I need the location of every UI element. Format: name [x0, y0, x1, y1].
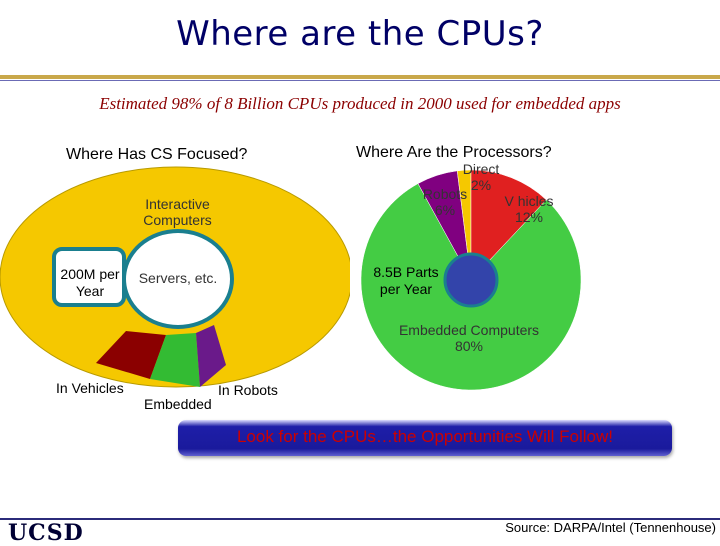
subtitle: Estimated 98% of 8 Billion CPUs produced…	[99, 94, 621, 113]
pie-label-robots: Robots 6%	[422, 186, 468, 218]
vehicles-slice	[96, 331, 166, 379]
pie-center-label: 8.5B Parts per Year	[373, 264, 439, 297]
interactive-label: Interactive Computers	[143, 196, 212, 228]
page-title: Where are the CPUs?	[176, 14, 544, 54]
robots-slice	[196, 325, 226, 387]
robots-label: In Robots	[218, 382, 278, 398]
processors-pie-chart	[360, 169, 582, 390]
embedded-label: Embedded	[144, 396, 212, 412]
pie-label-direct: Direct 2%	[462, 161, 500, 193]
chart-title: Where Are the Processors?	[356, 144, 552, 161]
pie-center-ball	[443, 252, 499, 308]
vehicles-label: In Vehicles	[56, 380, 124, 396]
opportunity-banner	[178, 420, 672, 456]
ucsd-logo: UCSD	[8, 520, 84, 546]
title-divider-thin	[0, 80, 720, 81]
pie-label-embedded: Embedded Computers 80%	[398, 322, 540, 354]
pie-slice-v-hicles	[470, 169, 547, 281]
embedded-slice	[150, 333, 200, 387]
cs-focus-diagram	[0, 166, 350, 388]
title-divider	[0, 75, 720, 79]
left-heading: Where Has CS Focused?	[66, 146, 248, 163]
volume-box	[52, 247, 126, 307]
footer-divider	[0, 518, 720, 520]
volume-label: 200M per Year	[60, 266, 120, 299]
source-citation: Source: DARPA/Intel (Tennenhouse)	[505, 520, 716, 535]
servers-label: Servers, etc.	[138, 270, 218, 286]
banner-text: Look for the CPUs…the Opportunities Will…	[236, 427, 614, 446]
pie-label-vehicles: V hicles 12%	[504, 193, 554, 225]
